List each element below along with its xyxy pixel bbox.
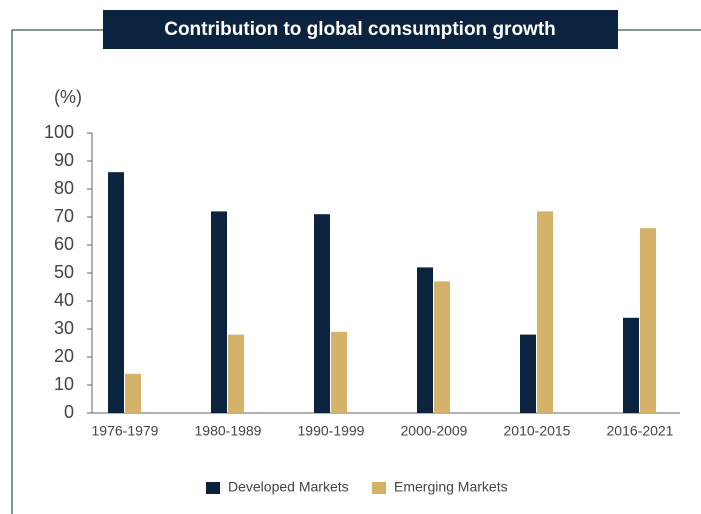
y-tick-label: 100 xyxy=(44,122,74,142)
bar xyxy=(417,267,433,413)
bar xyxy=(228,334,244,413)
legend-label: Emerging Markets xyxy=(394,479,508,495)
bar xyxy=(623,317,639,413)
bar xyxy=(537,211,553,413)
bar xyxy=(520,334,536,413)
x-tick-label: 2000-2009 xyxy=(401,423,468,439)
bar xyxy=(211,211,227,413)
y-tick-label: 70 xyxy=(54,206,74,226)
x-tick-label: 2016-2021 xyxy=(607,423,674,439)
y-tick-label: 50 xyxy=(54,262,74,282)
y-tick-label: 20 xyxy=(54,346,74,366)
y-tick-label: 40 xyxy=(54,290,74,310)
x-tick-label: 1990-1999 xyxy=(298,423,365,439)
legend-swatch xyxy=(206,482,220,494)
y-tick-label: 30 xyxy=(54,318,74,338)
bar xyxy=(434,281,450,413)
chart-title: Contribution to global consumption growt… xyxy=(164,19,556,40)
y-tick-label: 10 xyxy=(54,374,74,394)
bar xyxy=(331,331,347,413)
bar xyxy=(125,373,141,413)
bar xyxy=(108,172,124,413)
x-tick-label: 2010-2015 xyxy=(504,423,571,439)
legend-swatch xyxy=(372,482,386,494)
bar xyxy=(314,214,330,413)
x-tick-label: 1980-1989 xyxy=(195,423,262,439)
y-tick-label: 0 xyxy=(64,402,74,422)
y-tick-label: 80 xyxy=(54,178,74,198)
y-tick-label: 90 xyxy=(54,150,74,170)
bar xyxy=(640,228,656,413)
legend-label: Developed Markets xyxy=(228,479,349,495)
x-tick-label: 1976-1979 xyxy=(92,423,159,439)
y-unit: (%) xyxy=(54,87,82,107)
y-tick-label: 60 xyxy=(54,234,74,254)
title-box xyxy=(103,10,618,49)
